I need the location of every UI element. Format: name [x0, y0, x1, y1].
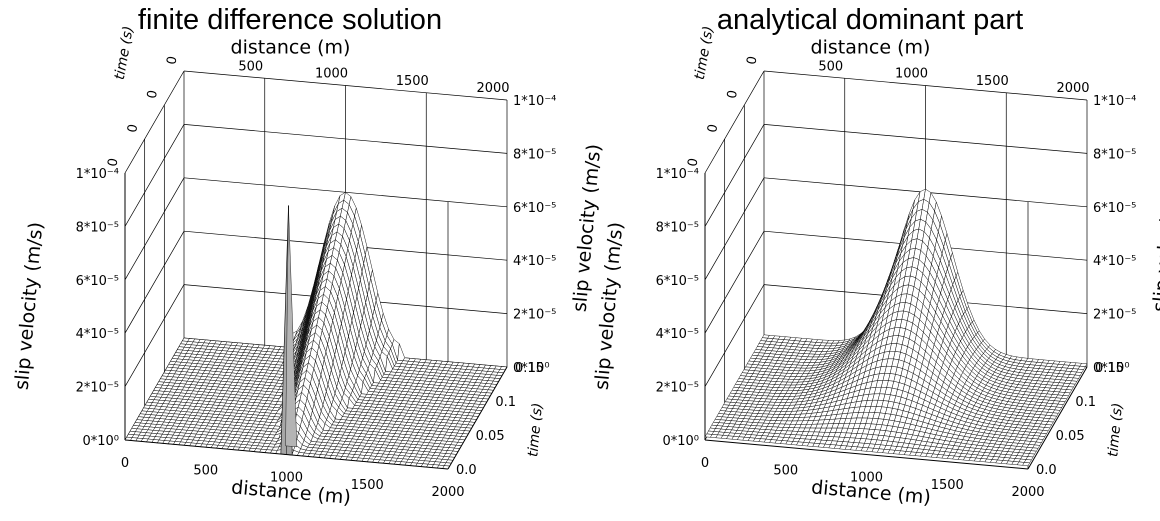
- z-tick-label-right: 1*10⁻⁴: [1093, 94, 1136, 109]
- time-axis-title: time (s): [525, 402, 546, 458]
- grid-line: [124, 231, 185, 334]
- x-tick-label: 1000: [270, 471, 303, 486]
- x-axis-title: distance (m): [230, 476, 351, 508]
- z-tick-label-right: 6*10⁻⁵: [513, 201, 556, 216]
- time-tick-label: 0.15: [1095, 361, 1124, 376]
- x-tick-label: 0: [701, 456, 709, 471]
- z-tick-label-right: 2*10⁻⁵: [1093, 308, 1136, 323]
- x-tick-label: 500: [773, 463, 798, 478]
- x-tick-label-top: 2000: [476, 81, 509, 96]
- surface-cell: [1022, 462, 1031, 467]
- x-axis-title-top: distance (m): [811, 37, 931, 59]
- time-tick-label: 0.05: [476, 429, 505, 444]
- z-tick-label-right: 8*10⁻⁵: [1093, 147, 1136, 162]
- time-tick-label: 0.15: [515, 361, 544, 376]
- time-tick-label-back: 0: [685, 157, 701, 168]
- z-axis-title-right: slip velocity (m/s): [1149, 143, 1160, 313]
- z-tick-label-left: 0*10⁰: [82, 434, 119, 449]
- z-tick-label-right: 6*10⁻⁵: [1093, 201, 1136, 216]
- grid-line: [124, 177, 185, 280]
- time-tick-label: 0.0: [1036, 463, 1057, 478]
- x-tick-label-top: 1000: [895, 67, 928, 82]
- time-tick-label-back: 0: [125, 123, 141, 134]
- z-tick-label-left: 1*10⁻⁴: [656, 167, 699, 182]
- grid-line: [704, 177, 765, 280]
- grid-line: [704, 70, 765, 174]
- time-axis-title-back: time (s): [692, 25, 717, 81]
- z-tick-label-left: 4*10⁻⁵: [656, 327, 699, 342]
- time-tick-label-back: 0: [744, 55, 760, 66]
- z-tick-label-left: 8*10⁻⁵: [76, 220, 119, 235]
- z-tick-label-right: 1*10⁻⁴: [513, 94, 556, 109]
- x-tick-label-top: 500: [818, 59, 843, 74]
- time-axis: [1027, 366, 1088, 470]
- time-axis-title-back: time (s): [112, 25, 137, 81]
- spike-mark-back: [285, 205, 298, 448]
- x-tick-label: 1000: [850, 471, 883, 486]
- time-tick-label: 0.1: [495, 395, 516, 410]
- grid-line: [124, 284, 185, 387]
- time-tick-label-back: 0: [105, 157, 121, 168]
- x-tick-label-top: 2000: [1056, 81, 1089, 96]
- grid-line: [704, 231, 765, 334]
- grid-line: [704, 284, 765, 387]
- time-axis-title: time (s): [1105, 402, 1126, 458]
- time-tick-label-back: 0: [145, 89, 161, 100]
- z-tick-label-right: 4*10⁻⁵: [513, 254, 556, 269]
- time-tick-label: 0.1: [1075, 395, 1096, 410]
- surface-mesh: [704, 188, 1088, 467]
- x-tick-label: 500: [193, 463, 218, 478]
- x-tick-label-top: 1500: [396, 74, 429, 89]
- x-axis: [704, 439, 1029, 470]
- time-tick-label-back: 0: [725, 89, 741, 100]
- x-tick-label: 1500: [351, 478, 384, 493]
- z-axis-title-left: slip velocity (m/s): [591, 221, 628, 391]
- chart-panel-finite-difference: finite difference solution 0 500 1000 1500 2…: [11, 4, 606, 509]
- z-tick-label-left: 8*10⁻⁵: [656, 220, 699, 235]
- z-tick-label-right: 0*10⁰: [1093, 361, 1130, 376]
- surface-mesh: [124, 191, 508, 470]
- x-tick-label: 2000: [431, 485, 464, 500]
- chart-title: finite difference solution: [137, 4, 443, 36]
- surface-plot: 0 500 1000 1500 2000 500 1000 1500 2000 0.0 0.05 0.…: [591, 25, 1160, 509]
- time-tick-label-back: 0: [164, 55, 180, 66]
- x-axis: [124, 439, 449, 470]
- z-tick-label-left: 1*10⁻⁴: [76, 167, 119, 182]
- x-tick-label: 1500: [931, 478, 964, 493]
- x-axis-title: distance (m): [810, 476, 931, 508]
- z-tick-label-left: 2*10⁻⁵: [76, 381, 119, 396]
- z-tick-label-left: 6*10⁻⁵: [656, 274, 699, 289]
- grid-line: [124, 124, 185, 227]
- x-tick-label-top: 1000: [315, 67, 348, 82]
- time-tick-label: 0.05: [1056, 429, 1085, 444]
- grid-line: [704, 124, 765, 227]
- x-tick-label-top: 500: [238, 59, 263, 74]
- x-tick-label: 2000: [1011, 485, 1044, 500]
- time-tick-label-back: 0: [705, 123, 721, 134]
- surface-plot: 0 500 1000 1500 2000 500 1000 1500 2000 0.0 0.05 0.…: [11, 25, 606, 509]
- z-tick-label-right: 2*10⁻⁵: [513, 308, 556, 323]
- z-tick-label-right: 8*10⁻⁵: [513, 147, 556, 162]
- grid-line: [124, 70, 185, 174]
- x-tick-label-top: 1500: [976, 74, 1009, 89]
- chart-panel-analytical: analytical dominant part 0 500 1000 1500 200…: [580, 0, 1160, 521]
- z-tick-label-left: 4*10⁻⁵: [76, 327, 119, 342]
- z-tick-label-left: 0*10⁰: [662, 434, 699, 449]
- z-axis-title-left: slip velocity (m/s): [11, 221, 48, 391]
- time-axis: [447, 366, 508, 470]
- z-tick-label-left: 2*10⁻⁵: [656, 381, 699, 396]
- z-tick-label-left: 6*10⁻⁵: [76, 274, 119, 289]
- time-tick-label: 0.0: [456, 463, 477, 478]
- chart-title: analytical dominant part: [716, 4, 1024, 36]
- x-axis-title-top: distance (m): [231, 37, 351, 59]
- z-tick-label-right: 4*10⁻⁵: [1093, 254, 1136, 269]
- z-tick-label-right: 0*10⁰: [513, 361, 550, 376]
- x-tick-label: 0: [121, 456, 129, 471]
